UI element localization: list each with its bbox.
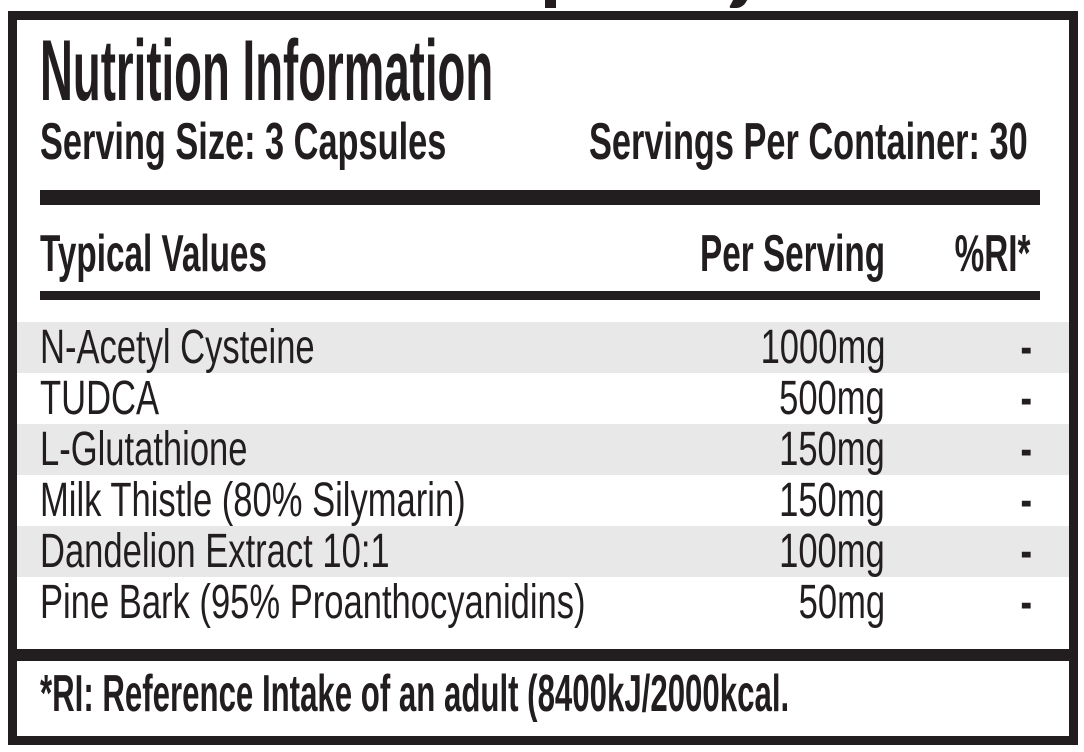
reference-intake-footnote: *RI: Reference Intake of an adult (8400k… [40,665,790,723]
column-header-per-serving: Per Serving [700,225,885,283]
ingredient-name: Pine Bark (95% Proanthocyanidins) [40,576,586,629]
ingredient-name: TUDCA [40,372,160,425]
ingredient-amount: 1000mg [760,321,885,374]
thin-separator-bar [40,291,1040,300]
ingredient-ri-value: - [1020,474,1032,527]
servings-per-container: Servings Per Container: 30 [589,113,1028,171]
ingredient-amount: 150mg [779,474,885,527]
ingredient-ri-value: - [1020,321,1032,374]
table-row: Dandelion Extract 10:1 100mg - [17,526,1069,577]
ingredient-amount: 100mg [779,525,885,578]
ingredient-ri-value: - [1020,372,1032,425]
cropped-text-fragment [728,0,748,8]
table-row: N-Acetyl Cysteine 1000mg - [17,322,1069,373]
ingredient-amount: 150mg [779,423,885,476]
label-title: Nutrition Information [40,28,895,114]
ingredient-ri-value: - [1020,576,1032,629]
cropped-text-fragment [545,0,556,8]
column-header-ri: %RI* [954,225,1030,283]
column-header-typical-values: Typical Values [40,225,267,283]
table-row: L-Glutathione 150mg - [17,424,1069,475]
table-row: Pine Bark (95% Proanthocyanidins) 50mg - [17,577,1069,628]
ingredient-name: Dandelion Extract 10:1 [40,525,390,578]
ingredient-amount: 50mg [798,576,885,629]
ingredient-ri-value: - [1020,525,1032,578]
footnote-separator-bar [8,649,1078,661]
serving-size: Serving Size: 3 Capsules [40,113,447,171]
label-border-frame [8,11,1078,745]
ingredient-amount: 500mg [779,372,885,425]
table-row: TUDCA 500mg - [17,373,1069,424]
ingredient-name: N-Acetyl Cysteine [40,321,315,374]
ingredient-name: Milk Thistle (80% Silymarin) [40,474,466,527]
ingredient-ri-value: - [1020,423,1032,476]
label-title-text: Nutrition Information [40,23,494,119]
thick-separator-bar [40,190,1040,205]
ingredient-name: L-Glutathione [40,423,248,476]
table-row: Milk Thistle (80% Silymarin) 150mg - [17,475,1069,526]
